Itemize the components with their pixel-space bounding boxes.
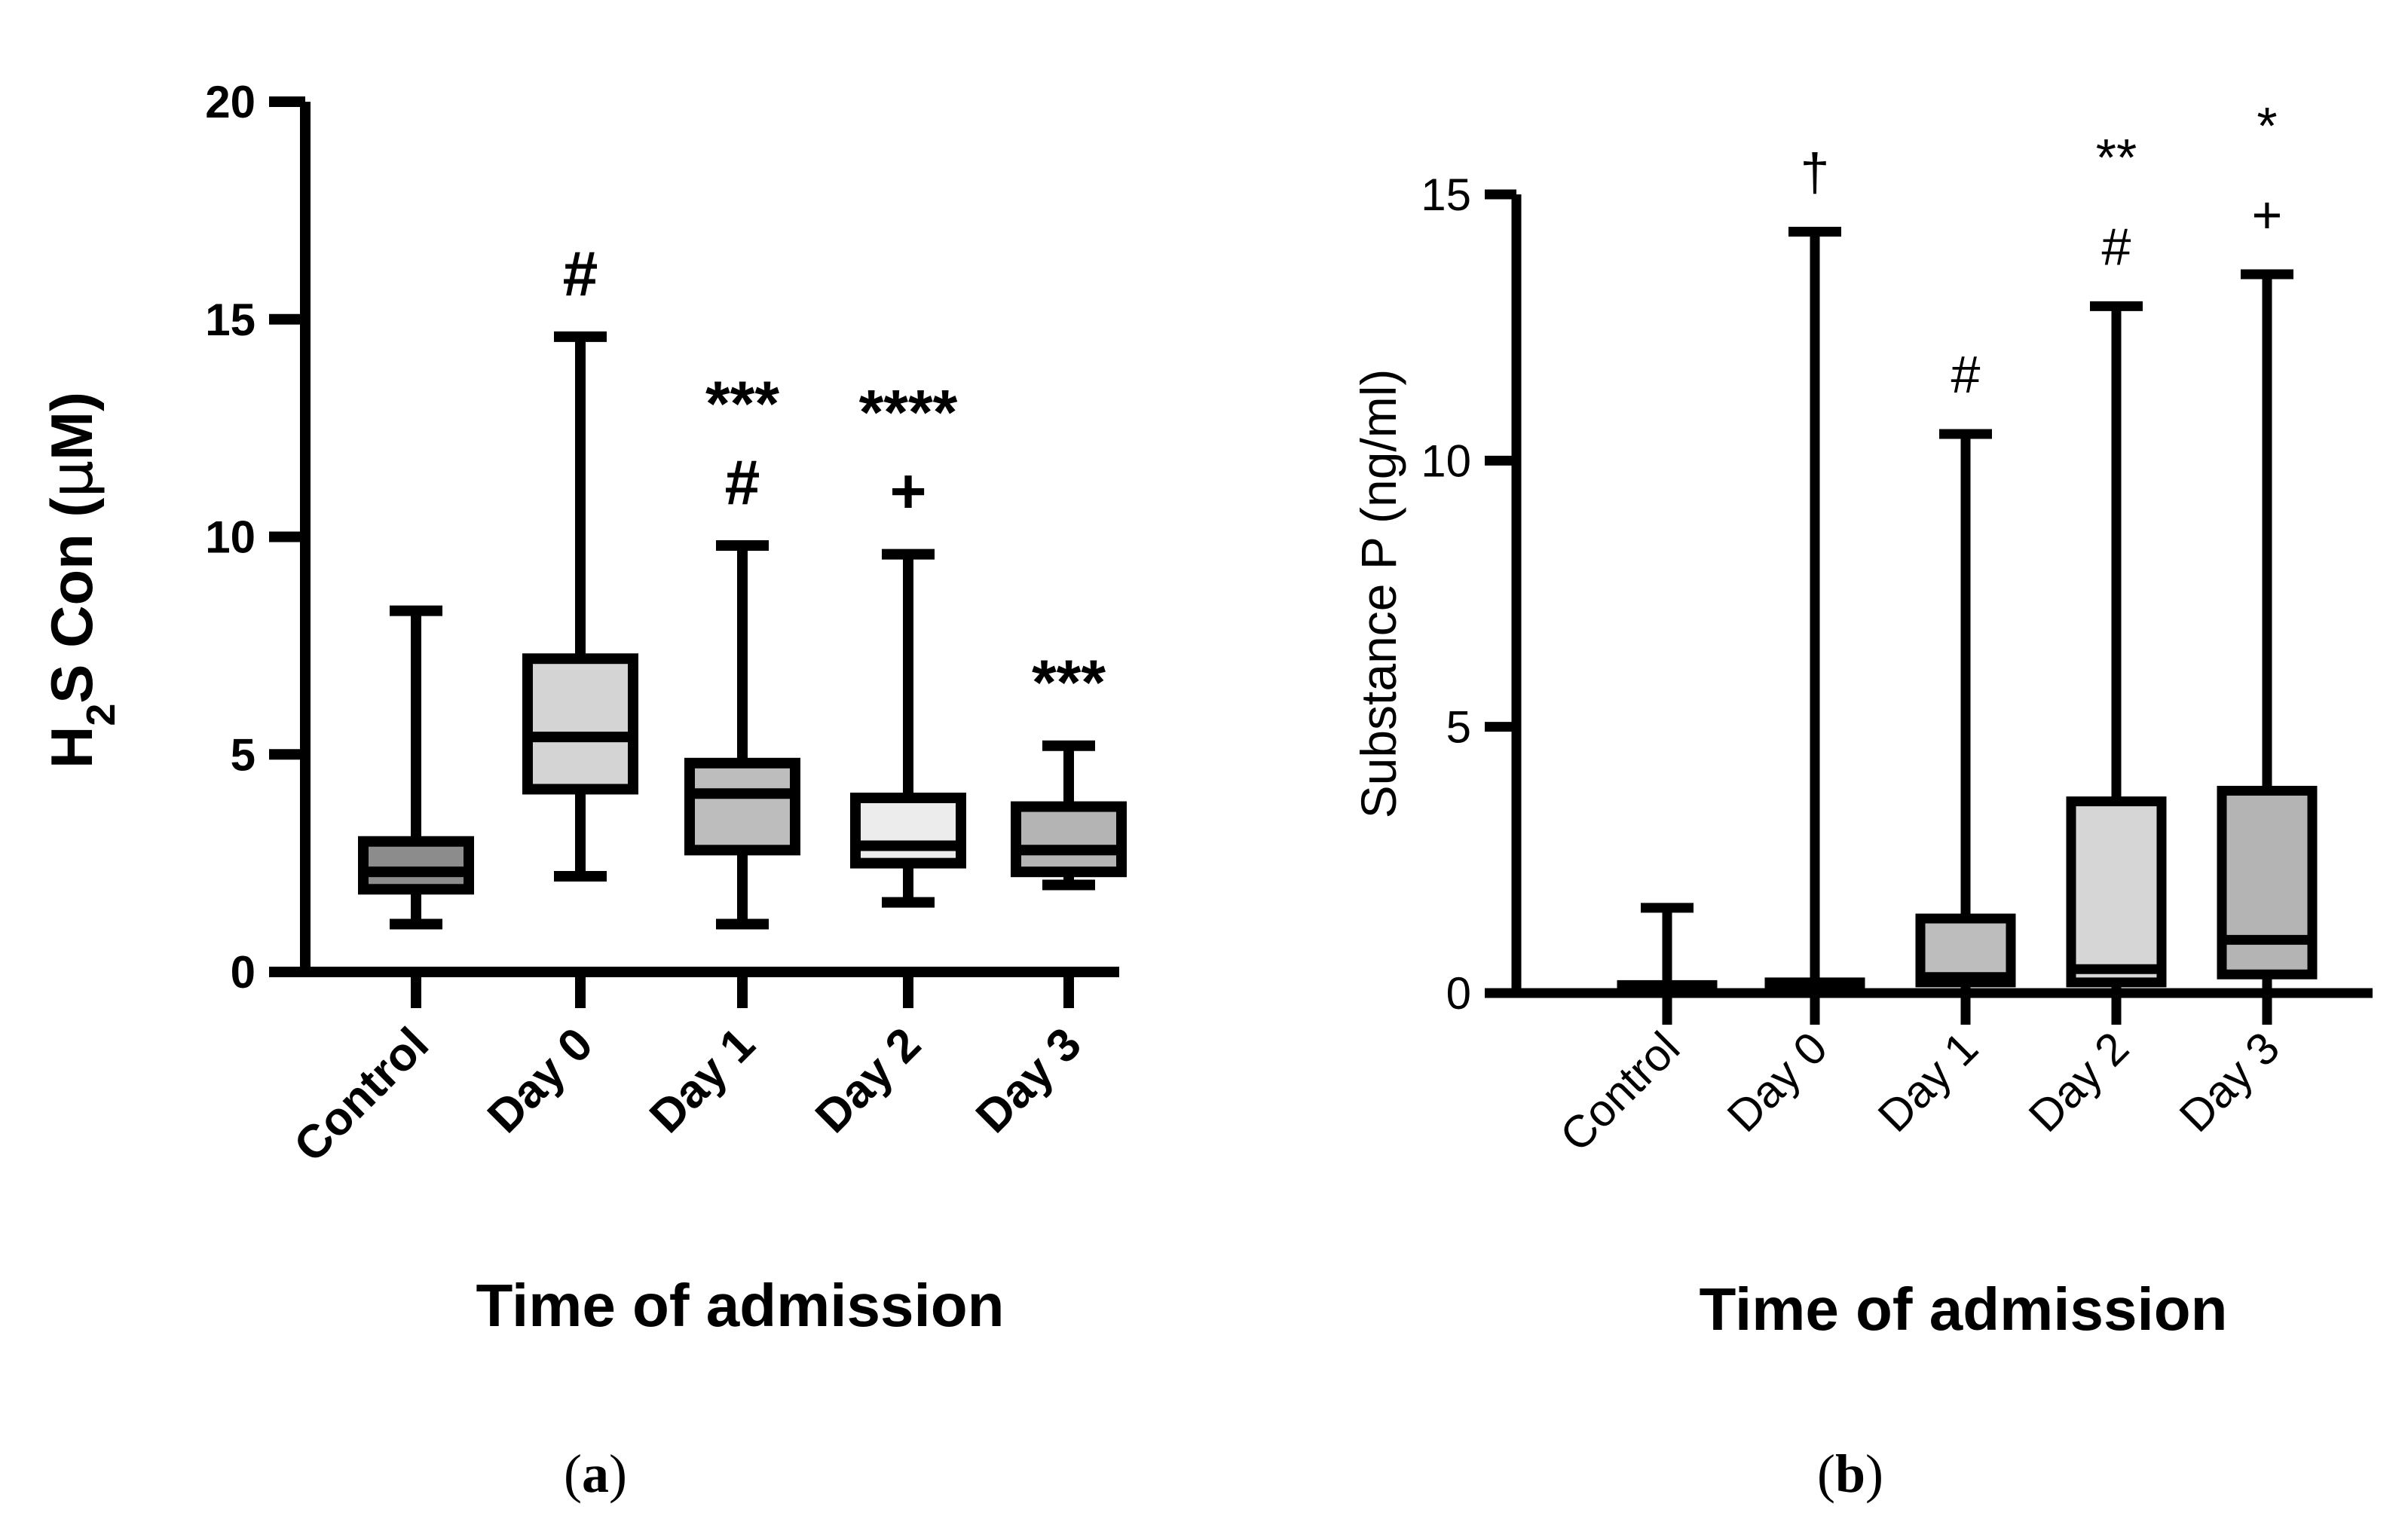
x-category-label: Day 1 (1868, 1022, 1987, 1141)
iqr-box (2217, 785, 2318, 979)
y-tick-label: 20 (205, 77, 255, 127)
y-axis-title: H2S Con (μM) (38, 392, 124, 769)
box-day-2 (850, 549, 966, 908)
significance-marker: # (563, 238, 598, 309)
iqr-box (850, 793, 966, 869)
y-axis-title: Substance P (ng/ml) (1351, 369, 1406, 819)
significance-marker: # (2102, 217, 2131, 276)
iqr-box (358, 836, 474, 895)
panel-label: (a) (564, 1444, 627, 1504)
iqr-box (2066, 796, 2167, 988)
box-day-3 (1011, 740, 1127, 891)
y-title-part: H (38, 726, 105, 769)
x-category-label: Control (1550, 1022, 1689, 1161)
panel-letter: b (1835, 1444, 1865, 1504)
chart-a: 0 5 10 15 20 Control Day 0 Day 1 Day 2 Day 3 # *** #… (38, 77, 1127, 1504)
panel-paren: ) (1865, 1444, 1883, 1504)
y-title-mu: μ (38, 460, 106, 498)
significance-marker: **** (859, 377, 958, 448)
box-control (358, 605, 474, 930)
x-category-label: Day 2 (806, 1018, 931, 1143)
iqr-box (684, 757, 800, 856)
x-axis-title: Time of admission (476, 1272, 1005, 1339)
x-category-label: Day 2 (2019, 1022, 2138, 1141)
panel-paren: ( (1817, 1444, 1835, 1504)
x-category-label: Control (284, 1018, 439, 1172)
box-day-2 (2066, 301, 2167, 993)
significance-marker: + (889, 456, 926, 527)
chart-b: 0 5 10 15 Control Day 0 Day 1 Day 2 Day 3 † # ** # * +… (1351, 96, 2373, 1504)
significance-marker: + (2252, 185, 2283, 244)
y-tick-label: 10 (205, 512, 255, 563)
box-day-0 (1764, 226, 1865, 993)
x-category-label: Day 3 (966, 1018, 1091, 1143)
x-category-label: Day 0 (478, 1018, 603, 1143)
y-title-part: M) (38, 392, 105, 460)
panel-label: (b) (1817, 1444, 1883, 1504)
y-tick-label: 0 (1446, 968, 1471, 1019)
x-axis-title: Time of admission (1700, 1276, 2228, 1343)
box-day-3 (2217, 269, 2318, 993)
y-tick-label: 15 (1421, 170, 1471, 220)
y-tick-label: 0 (231, 947, 255, 998)
panel-paren: ) (609, 1444, 627, 1504)
significance-marker: # (725, 447, 760, 518)
iqr-box (1011, 801, 1127, 878)
box-day-0 (522, 331, 638, 882)
y-tick-label: 5 (1446, 702, 1471, 753)
x-category-label: Day 0 (1718, 1022, 1837, 1141)
significance-marker: *** (705, 368, 779, 439)
x-category-label: Day 3 (2170, 1022, 2289, 1141)
significance-marker: † (1801, 142, 1830, 201)
significance-marker: * (2257, 96, 2277, 155)
y-tick-label: 5 (231, 729, 255, 780)
panel-letter: a (582, 1444, 609, 1504)
iqr-box (1915, 913, 2016, 988)
box-control (1617, 903, 1718, 995)
significance-marker: ** (2096, 128, 2137, 187)
iqr-box (522, 653, 638, 795)
y-tick-label: 10 (1421, 435, 1471, 486)
x-category-label: Day 1 (640, 1018, 765, 1143)
panel-paren: ( (564, 1444, 582, 1504)
significance-marker: *** (1032, 647, 1106, 718)
box-day-1 (684, 540, 800, 930)
y-title-subscript: 2 (78, 704, 124, 726)
y-title-part: S Con ( (38, 498, 105, 704)
y-tick-label: 15 (205, 295, 255, 345)
significance-marker: # (1951, 345, 1981, 404)
box-day-1 (1915, 429, 2016, 993)
